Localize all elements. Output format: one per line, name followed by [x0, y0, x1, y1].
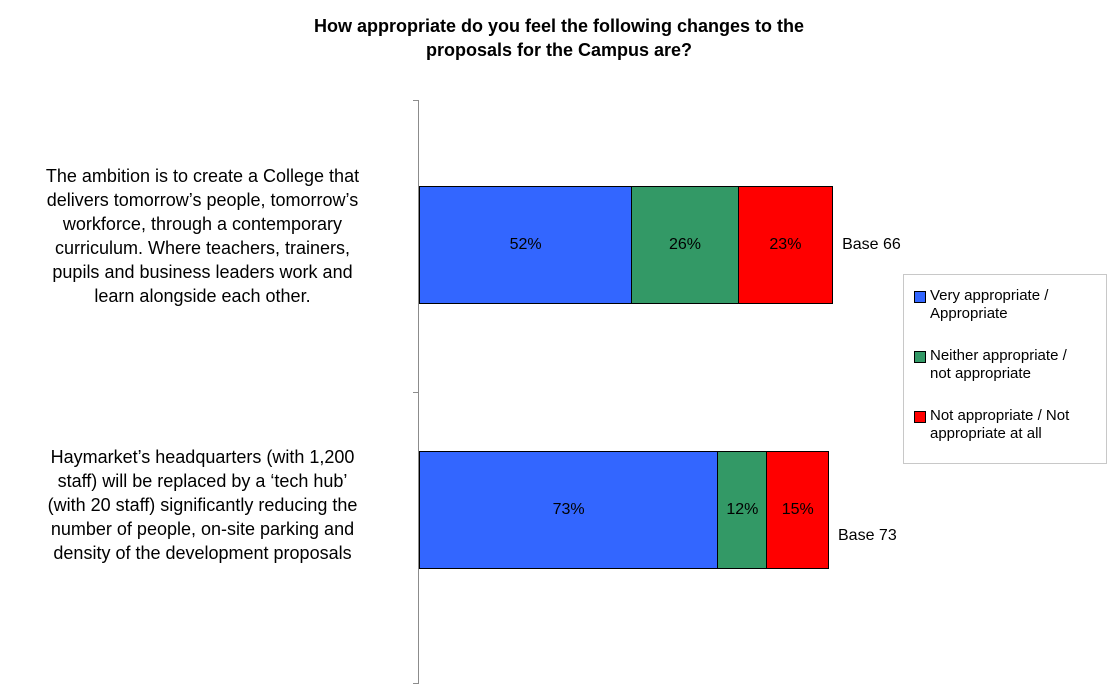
- category-label-2-line: number of people, on-site parking and: [50, 519, 355, 539]
- bar-segment: 52%: [419, 186, 633, 304]
- legend-label: Neither appropriate / not appropriate: [930, 347, 1067, 383]
- legend-label-line: Very appropriate /: [930, 287, 1049, 304]
- category-label-1-line: The ambition is to create a College that: [45, 166, 360, 186]
- chart-title-line-1: How appropriate do you feel the followin…: [313, 16, 805, 36]
- data-label: 15%: [781, 501, 814, 518]
- legend-swatch: [914, 351, 926, 363]
- legend-label-line: Neither appropriate /: [930, 347, 1067, 364]
- category-label-1-line: learn alongside each other.: [94, 286, 311, 306]
- data-label: 23%: [769, 236, 802, 253]
- axis-tick: [413, 100, 419, 101]
- legend-item-very-appropriate: Very appropriate / Appropriate: [914, 287, 1104, 323]
- legend-swatch: [914, 411, 926, 423]
- legend-label-line: appropriate at all: [930, 425, 1042, 442]
- category-label-2-line: staff) will be replaced by a ‘tech hub’: [57, 471, 348, 491]
- bar-segment: 15%: [767, 451, 829, 569]
- legend-item-neither: Neither appropriate / not appropriate: [914, 347, 1104, 383]
- axis-tick: [413, 392, 419, 393]
- category-label-2-line: density of the development proposals: [53, 543, 352, 563]
- category-label-2-line: (with 20 staff) significantly reducing t…: [47, 495, 358, 515]
- legend: Very appropriate / Appropriate Neither a…: [903, 274, 1107, 464]
- category-label-2: Haymarket’s headquarters (with 1,200 sta…: [0, 445, 405, 565]
- category-label-1-line: curriculum. Where teachers, trainers,: [54, 238, 351, 258]
- bar-segment: 23%: [738, 186, 834, 304]
- stacked-bar-2: 73% 12% 15%: [419, 451, 829, 569]
- legend-label-line: not appropriate: [930, 365, 1031, 382]
- category-label-1: The ambition is to create a College that…: [0, 164, 405, 308]
- legend-item-not-appropriate: Not appropriate / Not appropriate at all: [914, 407, 1104, 443]
- chart-title-line-2: proposals for the Campus are?: [425, 40, 693, 60]
- bar-segment: 12%: [718, 451, 768, 569]
- bar-segment: 73%: [419, 451, 719, 569]
- category-label-1-line: workforce, through a contemporary: [62, 214, 343, 234]
- data-label: 52%: [509, 236, 542, 253]
- base-label-2: Base 73: [838, 527, 897, 544]
- data-label: 26%: [668, 236, 701, 253]
- category-label-2-line: Haymarket’s headquarters (with 1,200: [50, 447, 355, 467]
- category-label-1-line: delivers tomorrow’s people, tomorrow’s: [46, 190, 359, 210]
- legend-label: Not appropriate / Not appropriate at all: [930, 407, 1069, 443]
- legend-swatch: [914, 291, 926, 303]
- data-label: 73%: [552, 501, 585, 518]
- legend-label-line: Not appropriate / Not: [930, 407, 1070, 424]
- base-label-1: Base 66: [842, 236, 901, 253]
- chart-title: How appropriate do you feel the followin…: [0, 14, 1118, 62]
- legend-label-line: Appropriate: [930, 305, 1008, 322]
- stacked-bar-1: 52% 26% 23%: [419, 186, 834, 304]
- category-label-1-line: pupils and business leaders work and: [52, 262, 353, 282]
- data-label: 12%: [726, 501, 759, 518]
- legend-label: Very appropriate / Appropriate: [930, 287, 1048, 323]
- bar-segment: 26%: [632, 186, 739, 304]
